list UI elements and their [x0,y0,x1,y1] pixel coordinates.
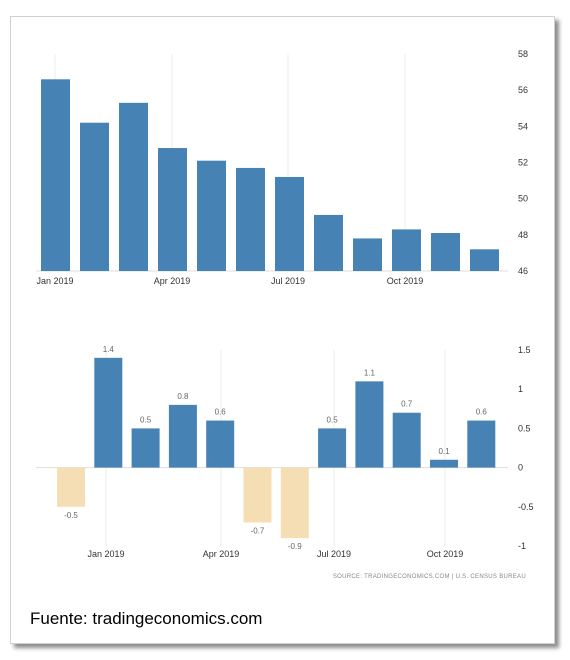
x-tick-label: Oct 2019 [427,549,464,559]
bar [131,428,160,468]
y-tick-label: 48 [518,230,528,240]
y-tick-label: 58 [518,49,528,59]
bar [355,381,384,468]
y-tick-label: 0 [518,463,523,473]
bar [392,229,421,271]
x-tick-label: Jan 2019 [87,549,124,559]
bar [353,238,382,271]
x-tick-label: Oct 2019 [387,276,424,286]
bar [280,467,309,539]
y-tick-label: 54 [518,121,528,131]
y-tick-label: 56 [518,85,528,95]
bar [430,459,458,468]
x-tick-label: Jul 2019 [271,276,305,286]
y-tick-label: 46 [518,266,528,276]
x-tick-label: Jan 2019 [36,276,73,286]
data-label: 0.1 [438,447,450,456]
data-label: 1.4 [103,345,115,354]
data-label: 0.5 [140,415,152,424]
data-label: -0.9 [288,542,302,551]
y-tick-label: 1.5 [518,345,531,355]
x-tick-label: Jul 2019 [317,549,351,559]
y-tick-label: -0.5 [518,502,534,512]
x-tick-label: Apr 2019 [154,276,191,286]
bar [197,160,226,271]
source-note: SOURCE: TRADINGECONOMICS.COM | U.S. CENS… [333,574,526,580]
data-label: 0.7 [401,400,413,409]
data-label: 0.5 [327,415,339,424]
bar [467,420,496,468]
y-tick-label: 0.5 [518,423,531,433]
bar [119,102,148,271]
y-tick-label: -1 [518,541,526,551]
chart-frame [10,16,555,644]
bar [94,357,123,468]
bar [431,233,460,271]
bar [158,148,187,271]
x-tick-label: Apr 2019 [203,549,240,559]
data-label: 0.8 [177,392,189,401]
bar [243,467,272,523]
bar [41,79,70,271]
bar [392,412,421,468]
data-label: -0.5 [64,511,78,520]
bar [80,122,109,271]
data-label: 0.6 [476,408,488,417]
y-tick-label: 52 [518,158,528,168]
data-label: -0.7 [251,526,265,535]
source-caption: Fuente: tradingeconomics.com [30,609,263,628]
bar [236,167,265,271]
data-label: 1.1 [364,368,376,377]
bar [168,404,197,468]
bar [206,420,235,468]
y-tick-label: 1 [518,384,523,394]
bar [57,467,85,507]
bar [275,176,304,271]
bar [470,249,499,271]
data-label: 0.6 [215,408,227,417]
y-tick-label: 50 [518,194,528,204]
bar [314,214,343,271]
bar [318,428,347,468]
